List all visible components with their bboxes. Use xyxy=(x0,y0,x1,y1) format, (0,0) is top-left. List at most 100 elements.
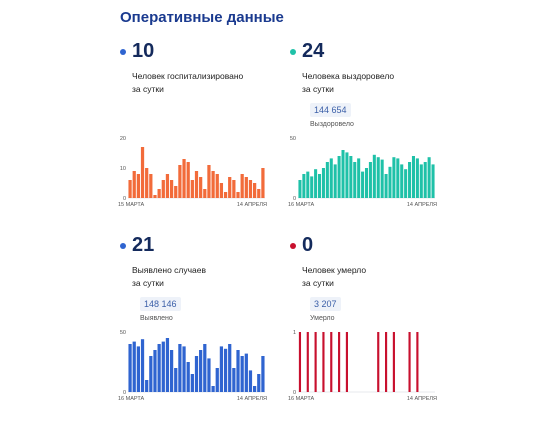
bar xyxy=(223,192,228,198)
bar xyxy=(349,156,353,198)
bar xyxy=(253,386,257,392)
chart-detected: 0 50 16 МАРТА 14 АПРЕЛЯ xyxy=(118,326,270,404)
y-tick-label: 10 xyxy=(120,166,126,172)
bar xyxy=(411,156,415,198)
stat-description-line: за сутки xyxy=(302,84,334,94)
bar xyxy=(376,157,380,198)
bar xyxy=(157,344,161,392)
bar xyxy=(257,374,261,392)
bar xyxy=(248,370,253,392)
bar xyxy=(149,356,153,392)
bar xyxy=(199,350,203,392)
x-tick-label: 14 АПРЕЛЯ xyxy=(237,396,267,402)
bar xyxy=(419,164,423,198)
bar xyxy=(368,162,372,198)
bar xyxy=(306,171,310,198)
bar xyxy=(318,174,322,198)
total-label: Выявлено xyxy=(140,315,173,322)
stat-description-line: за сутки xyxy=(132,278,164,288)
stat-description-line: Человек госпитализировано xyxy=(132,71,244,81)
bar xyxy=(153,195,157,198)
bar xyxy=(310,176,314,198)
bar xyxy=(392,332,395,392)
bar xyxy=(132,171,136,198)
bar xyxy=(157,189,161,198)
x-tick-label: 16 МАРТА xyxy=(288,202,314,208)
bar xyxy=(169,180,174,198)
chart-hospitalized: 0 10 20 15 МАРТА 14 АПРЕЛЯ xyxy=(118,132,270,210)
bar xyxy=(322,332,325,392)
bar xyxy=(333,164,337,198)
bar xyxy=(377,332,380,392)
bar xyxy=(228,344,232,392)
y-tick-label: 20 xyxy=(120,136,126,142)
bullet-icon xyxy=(290,243,296,249)
bar-chart: 0 1 16 МАРТА 14 АПРЕЛЯ xyxy=(288,330,437,402)
bar xyxy=(203,189,207,198)
total-badge: 3 207 xyxy=(310,297,341,311)
bar xyxy=(384,174,388,198)
panel-deaths: 0 Человек умерло за сутки 3 207 Умерло 0… xyxy=(288,234,490,424)
bar xyxy=(384,332,388,392)
bar xyxy=(372,154,376,198)
bar xyxy=(416,332,419,392)
bar xyxy=(149,174,153,198)
bar xyxy=(186,362,190,392)
bar xyxy=(337,156,341,198)
stat-description: Выявлено случаев за сутки xyxy=(132,264,302,290)
bar xyxy=(223,348,228,392)
bar xyxy=(261,168,265,198)
bar xyxy=(136,174,140,198)
y-tick-label: 50 xyxy=(290,136,296,142)
bar xyxy=(302,174,306,198)
bar xyxy=(244,177,248,198)
bar xyxy=(361,171,365,198)
x-tick-label: 15 МАРТА xyxy=(118,202,144,208)
bar xyxy=(415,158,419,198)
bar xyxy=(338,332,341,392)
bar xyxy=(321,168,325,198)
panel-recovered: 24 Человека выздоровело за сутки 144 654… xyxy=(288,40,490,230)
stat-description-line: за сутки xyxy=(302,278,334,288)
stat-description: Человек умерло за сутки xyxy=(302,264,472,290)
bar xyxy=(427,157,431,198)
bar xyxy=(145,168,149,198)
x-tick-label: 14 АПРЕЛЯ xyxy=(407,396,437,402)
bar xyxy=(240,356,244,392)
total-badge: 144 654 xyxy=(310,103,351,117)
chart-deaths: 0 1 16 МАРТА 14 АПРЕЛЯ xyxy=(288,326,440,404)
bar xyxy=(236,350,240,392)
bar xyxy=(161,341,165,392)
stat-value: 24 xyxy=(302,40,325,62)
bar xyxy=(314,332,317,392)
bullet-icon xyxy=(120,243,126,249)
bar xyxy=(325,162,329,198)
bar xyxy=(165,174,170,198)
x-tick-label: 14 АПРЕЛЯ xyxy=(237,202,267,208)
bar xyxy=(240,174,244,198)
bar xyxy=(178,165,182,198)
bar xyxy=(423,162,427,198)
bar xyxy=(228,177,232,198)
y-tick-label: 0 xyxy=(123,196,126,202)
bar-chart: 0 50 16 МАРТА 14 АПРЕЛЯ xyxy=(288,136,437,208)
bar xyxy=(396,158,400,198)
bar xyxy=(261,356,265,392)
bar xyxy=(404,169,408,198)
stat-description-line: Выявлено случаев xyxy=(132,265,207,275)
bar xyxy=(232,180,236,198)
total-label: Выздоровело xyxy=(310,121,354,128)
bar xyxy=(132,341,136,392)
bar-chart: 0 50 16 МАРТА 14 АПРЕЛЯ xyxy=(118,330,267,402)
stat-value: 21 xyxy=(132,234,155,256)
bar xyxy=(306,332,309,392)
bar xyxy=(140,339,145,392)
bar xyxy=(314,169,318,198)
panel-detected: 21 Выявлено случаев за сутки 148 146 Выя… xyxy=(118,234,320,424)
stat-description: Человека выздоровело за сутки xyxy=(302,70,472,96)
stat-description: Человек госпитализировано за сутки xyxy=(132,70,302,96)
bar xyxy=(203,344,207,392)
bar xyxy=(215,174,219,198)
bar xyxy=(194,356,199,392)
